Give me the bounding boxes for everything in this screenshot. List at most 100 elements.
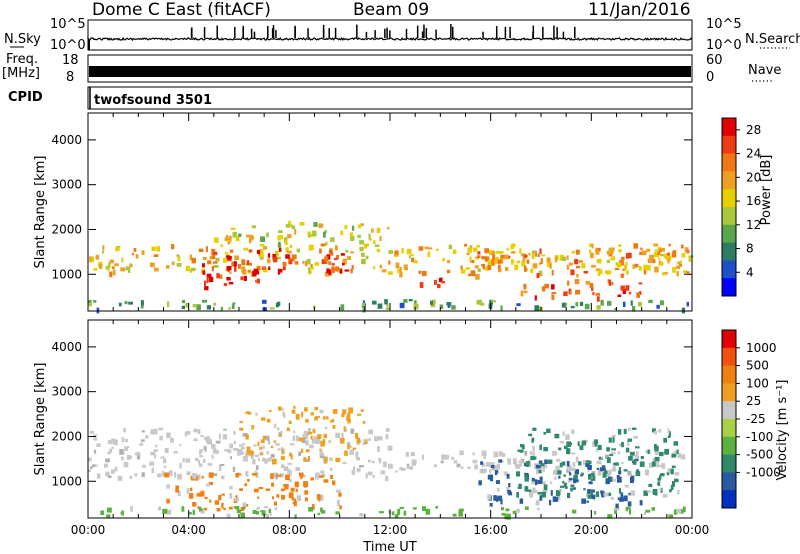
power-cell (128, 301, 133, 305)
velocity-cell (586, 500, 589, 503)
velocity-cell (291, 409, 296, 414)
velocity-cell (190, 487, 193, 492)
velocity-cell (359, 513, 364, 517)
power-cell (480, 302, 485, 306)
x-tick-label: 00:00 (71, 523, 106, 537)
power-cell (434, 279, 437, 285)
power-cell (330, 237, 335, 242)
velocity-cell (411, 461, 417, 466)
power-cell (371, 228, 374, 233)
power-cell (359, 240, 365, 245)
velocity-cell (233, 506, 239, 509)
power-cell (253, 268, 259, 272)
power-cell (206, 305, 211, 310)
power-cell (275, 302, 280, 308)
power-cell (135, 254, 139, 259)
velocity-cell (487, 494, 491, 500)
power-cell (130, 264, 133, 267)
velocity-cell (192, 473, 197, 479)
colorbar-segment (722, 135, 736, 155)
velocity-cell (305, 497, 308, 502)
power-cell (654, 266, 659, 273)
power-heatmap (88, 220, 694, 314)
power-cell (285, 223, 290, 228)
velocity-cell (630, 490, 636, 496)
velocity-cell (670, 484, 674, 490)
power-cell (166, 265, 170, 269)
velocity-cell (654, 456, 660, 462)
power-cell (521, 260, 526, 267)
velocity-cell (569, 478, 573, 481)
velocity-cell (640, 456, 644, 459)
velocity-cell (184, 431, 188, 437)
velocity-cell (405, 451, 409, 457)
velocity-cell (163, 465, 167, 468)
power-cell (282, 266, 286, 271)
velocity-cell (519, 498, 524, 504)
velocity-cell (304, 409, 308, 412)
power-cell (259, 244, 265, 247)
velocity-cell (542, 489, 548, 493)
power-cell (497, 268, 502, 273)
velocity-cell (154, 454, 157, 459)
velocity-cell (658, 429, 662, 433)
velocity-cell (315, 472, 320, 479)
velocity-cell (570, 484, 575, 488)
velocity-cell (374, 436, 379, 442)
velocity-cell (367, 459, 371, 463)
velocity-cell (300, 448, 304, 453)
power-cell (606, 259, 610, 264)
y-tick-label: 1000 (51, 267, 82, 281)
power-cell (334, 266, 340, 272)
velocity-cell (676, 508, 682, 513)
power-cell (646, 265, 651, 271)
power-cell (306, 258, 311, 265)
power-cell (289, 245, 293, 248)
power-cell (351, 265, 354, 270)
velocity-cell (140, 439, 145, 442)
velocity-cell (141, 430, 145, 433)
power-cell (446, 302, 452, 306)
power-cell (620, 273, 625, 278)
velocity-cell (257, 458, 261, 461)
velocity-cell (395, 513, 399, 517)
velocity-cell (335, 432, 341, 439)
velocity-cell (290, 443, 295, 446)
velocity-cell (166, 484, 170, 489)
velocity-cell (341, 432, 344, 438)
velocity-cell (562, 431, 565, 436)
power-cell (257, 265, 261, 271)
velocity-cell (528, 462, 532, 467)
velocity-cell (170, 437, 174, 443)
velocity-cell (496, 480, 500, 484)
velocity-cell (89, 431, 95, 434)
velocity-cell (211, 454, 214, 459)
power-cell (467, 247, 472, 253)
velocity-cell (403, 510, 407, 516)
velocity-cell (266, 418, 271, 423)
power-cell (437, 284, 441, 289)
freq-right-tick-top: 60 (706, 53, 723, 68)
velocity-cell (145, 435, 149, 439)
power-cell (153, 254, 159, 257)
velocity-cell (262, 435, 266, 440)
velocity-cell (645, 509, 651, 513)
velocity-cell (532, 452, 535, 458)
power-cell (470, 270, 476, 277)
power-cell (373, 240, 376, 244)
velocity-cell (181, 506, 185, 512)
power-cell (567, 280, 570, 286)
power-cell (637, 301, 642, 307)
velocity-cell (320, 510, 326, 514)
velocity-cell (347, 444, 350, 450)
colorbar-tick-label: -25 (746, 412, 766, 426)
velocity-cell (130, 505, 133, 512)
power-cell (606, 270, 612, 275)
power-cell (473, 247, 478, 252)
colorbar-segment (722, 153, 736, 172)
velocity-cell (192, 509, 196, 515)
velocity-cell (317, 512, 321, 515)
power-cell (246, 260, 250, 266)
power-cell (622, 301, 626, 307)
velocity-cell (548, 459, 553, 464)
